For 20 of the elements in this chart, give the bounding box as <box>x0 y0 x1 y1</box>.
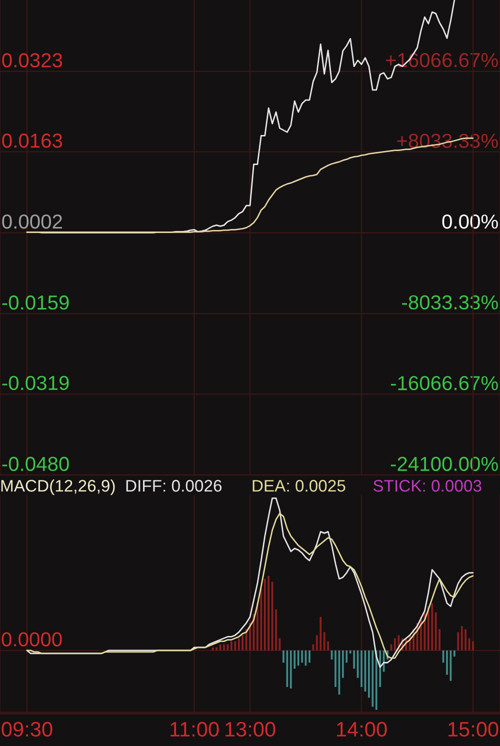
y-tick-label: 0.0323 <box>2 53 62 68</box>
x-tick-label: 09:30 <box>2 722 52 737</box>
y-tick-label: 0.0163 <box>2 134 62 148</box>
text: STICK: 0.0003 <box>373 480 482 492</box>
text: DIFF: 0.0026 <box>126 480 222 492</box>
x-tick-label: 11:00 <box>170 722 219 737</box>
y2-tick-label: 0.00% <box>442 214 498 229</box>
y-tick-label: 0.0002 <box>2 214 62 229</box>
y2-tick-label: -16066.67% <box>390 376 498 390</box>
x-tick-label: 15:00 <box>448 722 498 737</box>
x-tick-label: 14:00 <box>337 722 387 737</box>
y-tick-label: -0.0480 <box>2 456 69 472</box>
x-tick-label: 13:00 <box>226 722 276 737</box>
chart-title: MACD(12,26,9) <box>1 479 115 495</box>
y2-tick-label: -8033.33% <box>402 295 498 310</box>
y-tick-label: -0.0319 <box>2 376 69 390</box>
y2-tick-label: -24100.00% <box>390 456 498 472</box>
annotation: 0.0000 <box>2 632 62 646</box>
text: DEA: 0.0025 <box>252 480 346 492</box>
y-tick-label: -0.0159 <box>2 295 69 310</box>
